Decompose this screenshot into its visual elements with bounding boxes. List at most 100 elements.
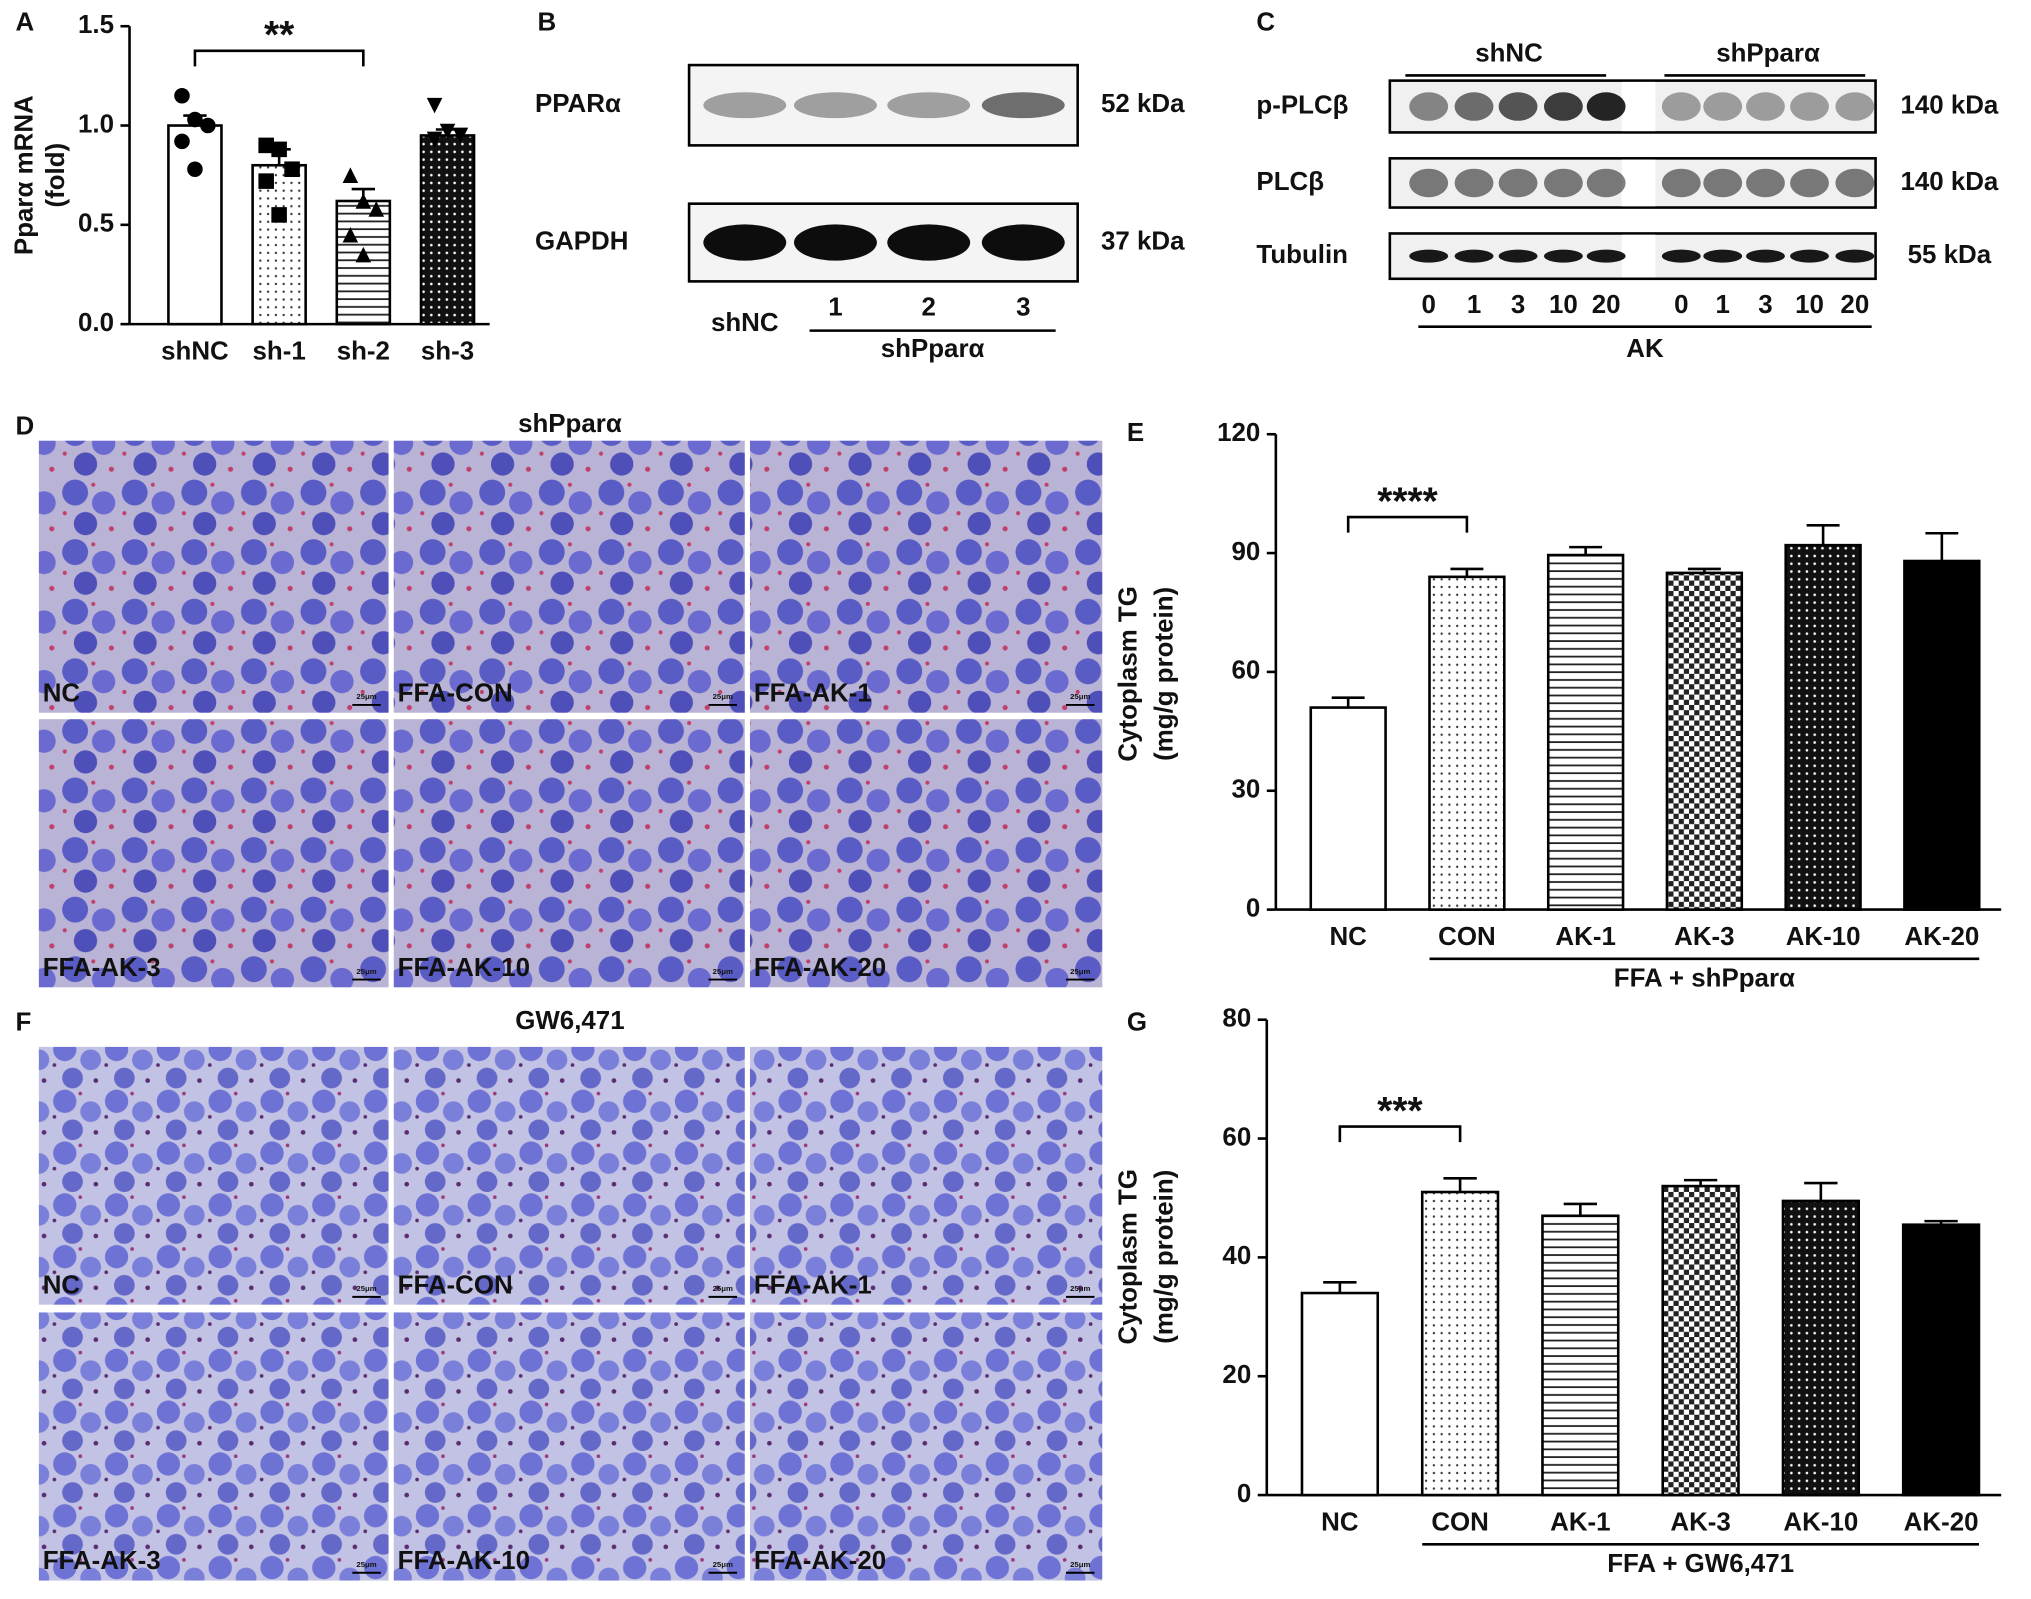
lane-label: 0 — [1421, 291, 1435, 319]
data-point — [271, 141, 287, 158]
y-tick-label: 20 — [1222, 1361, 1251, 1389]
x-tick-label: CON — [1438, 923, 1496, 951]
data-point — [342, 226, 359, 243]
band — [1543, 249, 1583, 263]
error-bar — [1804, 1181, 1838, 1201]
panel-letter: C — [1256, 8, 1275, 36]
error-bar — [1563, 1202, 1598, 1216]
y-tick-label: 0 — [1237, 1480, 1251, 1508]
micrograph — [749, 1312, 1103, 1581]
band — [1661, 92, 1701, 121]
panel-letter: D — [16, 413, 35, 441]
size-label: 140 kDa — [1900, 168, 1998, 196]
band — [703, 92, 787, 119]
band — [1835, 249, 1875, 263]
data-point — [200, 117, 216, 134]
scale-label: 25μm — [1070, 967, 1090, 976]
band — [1835, 168, 1875, 198]
band — [1703, 92, 1743, 121]
panel-letter: E — [1127, 419, 1144, 447]
y-tick-label: 0.0 — [78, 309, 114, 337]
group-label: FFA + GW6,471 — [1607, 1550, 1794, 1578]
lane-label: 3 — [1016, 293, 1030, 321]
band — [1586, 168, 1626, 198]
image-label: FFA-AK-10 — [398, 1547, 530, 1575]
y-axis-label: Cytoplasm TG — [1114, 1169, 1142, 1345]
micrograph — [38, 440, 389, 713]
micrograph — [393, 719, 745, 988]
scale-label: 25μm — [356, 1560, 376, 1569]
image-label: FFA-CON — [398, 1271, 513, 1299]
data-point — [426, 97, 443, 114]
scale-label: 25μm — [356, 1284, 376, 1293]
image-label: FFA-CON — [398, 679, 513, 707]
micrograph — [38, 1312, 389, 1581]
x-tick-label: shNC — [161, 337, 229, 365]
bar — [167, 124, 223, 326]
band — [1835, 92, 1875, 121]
significance-label: *** — [1377, 1090, 1423, 1133]
scale-label: 25μm — [1070, 1284, 1090, 1293]
data-point — [187, 111, 203, 128]
row-label: p-PLCβ — [1256, 91, 1348, 119]
row-label: PLCβ — [1256, 168, 1324, 196]
error-bar — [1443, 1177, 1477, 1193]
micrograph — [38, 1046, 389, 1305]
data-point — [452, 127, 469, 144]
band — [1498, 249, 1538, 263]
error-bar — [1687, 567, 1721, 573]
x-tick-label: AK-10 — [1783, 1508, 1858, 1536]
image-label: FFA-AK-10 — [398, 954, 530, 982]
x-tick-label: AK-20 — [1904, 923, 1979, 951]
bar — [1665, 571, 1744, 911]
band — [1543, 168, 1583, 198]
y-axis-label: (mg/g protein) — [1151, 1170, 1179, 1344]
x-tick-label: AK-3 — [1674, 923, 1734, 951]
micrograph — [38, 719, 389, 988]
band — [1409, 249, 1449, 263]
bar — [1903, 559, 1981, 911]
band — [1498, 92, 1538, 121]
group-label: shNC — [1475, 40, 1543, 68]
error-bar — [1806, 524, 1840, 546]
image-label: FFA-AK-20 — [754, 1547, 886, 1575]
scale-label: 25μm — [713, 1284, 733, 1293]
bar — [1300, 1291, 1380, 1497]
micrograph — [393, 1312, 745, 1581]
y-tick-label: 1.5 — [78, 11, 114, 39]
bar — [1309, 706, 1387, 911]
lane-label: 0 — [1674, 291, 1688, 319]
lane-label: 10 — [1795, 291, 1824, 319]
bar — [1541, 1214, 1620, 1497]
panel-letter: F — [16, 1008, 32, 1036]
x-tick-label: sh-2 — [337, 337, 390, 365]
row-label: PPARα — [535, 90, 621, 118]
bar — [1781, 1199, 1861, 1497]
x-tick-label: CON — [1431, 1508, 1489, 1536]
band — [1790, 249, 1829, 263]
data-point — [187, 161, 203, 177]
scale-label: 25μm — [356, 967, 376, 976]
bar — [1784, 543, 1862, 911]
band — [794, 224, 877, 261]
y-axis-label: Cytoplasm TG — [1114, 586, 1142, 762]
panel-letter: B — [538, 8, 557, 36]
micrograph — [393, 1046, 745, 1305]
band — [1586, 249, 1626, 263]
bar — [251, 163, 307, 326]
error-bar — [1925, 531, 1959, 561]
lane-label: shNC — [711, 309, 779, 337]
error-bar — [1331, 696, 1365, 708]
error-bar — [1924, 1219, 1958, 1225]
x-tick-label: AK-20 — [1904, 1508, 1979, 1536]
bar — [335, 199, 392, 326]
data-point — [426, 131, 443, 148]
panel-letter: G — [1127, 1008, 1147, 1036]
band — [981, 92, 1065, 119]
lane-label: 10 — [1549, 291, 1578, 319]
band — [703, 224, 787, 261]
band — [1746, 168, 1785, 198]
y-tick-label: 1.0 — [78, 110, 114, 138]
band — [1746, 249, 1785, 263]
scale-label: 25μm — [1070, 692, 1090, 701]
